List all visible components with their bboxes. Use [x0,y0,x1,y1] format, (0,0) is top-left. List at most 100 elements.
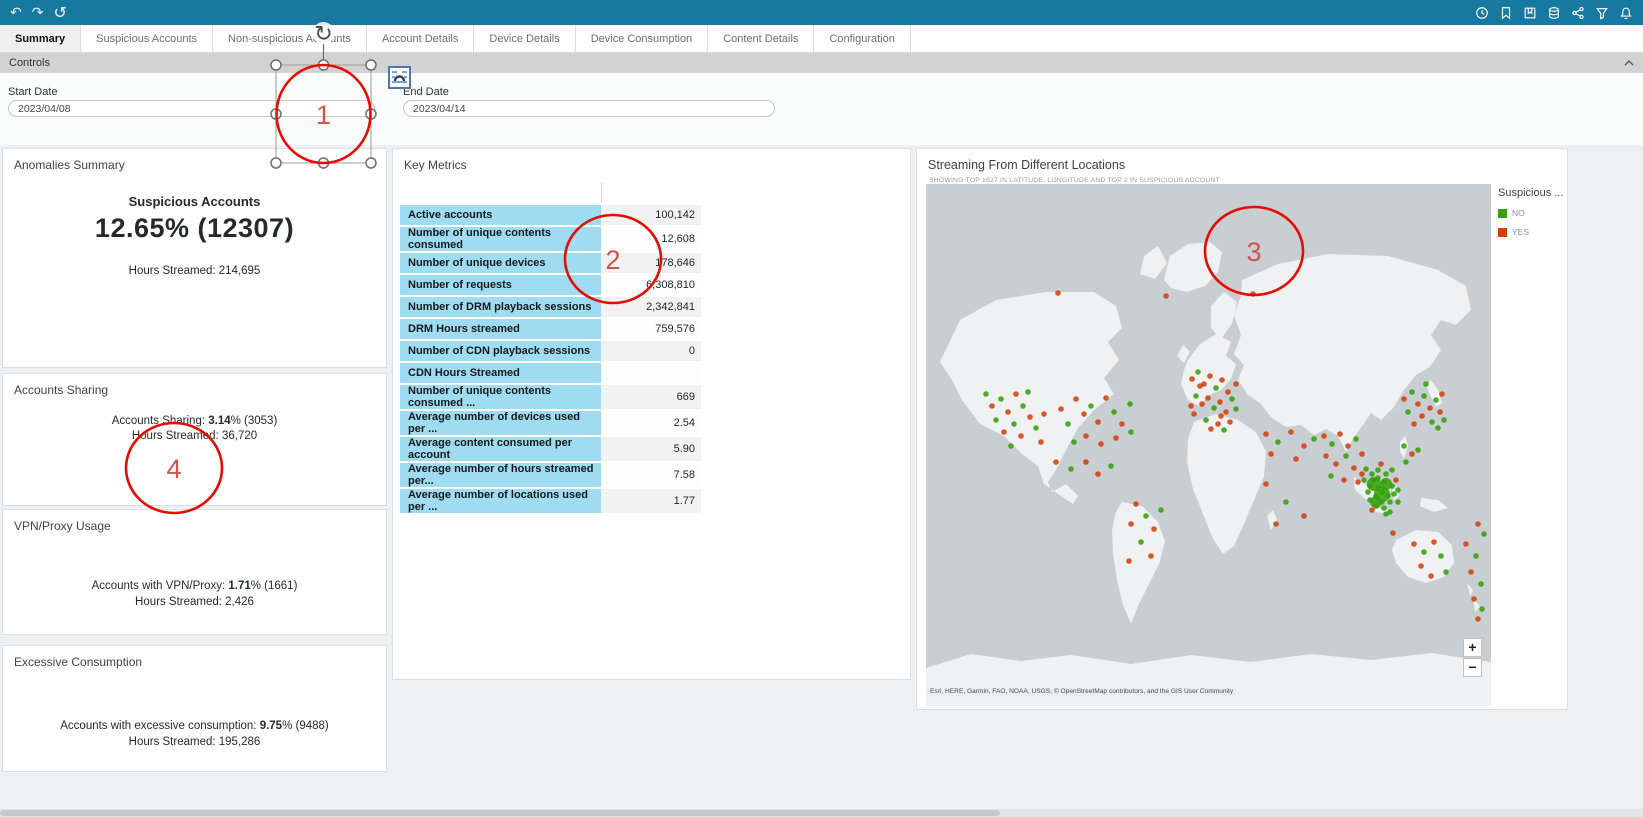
suspicious-accounts-heading: Suspicious Accounts [128,194,261,209]
map-point [1081,411,1087,417]
map-point [1288,429,1294,435]
map-point [1385,493,1391,499]
tab-suspicious-accounts[interactable]: Suspicious Accounts [81,25,214,52]
share-icon[interactable] [1571,6,1585,20]
map-point [1341,477,1347,483]
controls-title: Controls [9,57,50,69]
tab-non-suspicious-accounts[interactable]: Non-suspicious Accounts [213,25,367,52]
dataset-icon[interactable] [1547,6,1561,20]
map-point [1415,447,1421,453]
map-point [1018,433,1024,439]
map-point [1208,426,1214,432]
map-point [1127,401,1133,407]
reset-icon[interactable]: ↺ [53,2,67,22]
insert-visual-icon[interactable] [388,66,411,89]
bookmark-save-icon[interactable] [1523,6,1537,20]
legend-item-no[interactable]: NO [1498,208,1566,218]
map-point [1441,417,1447,423]
history-icon[interactable] [1475,6,1489,20]
metric-value: 178,646 [601,253,701,273]
map-point [1095,471,1101,477]
map-point [1215,421,1221,427]
metric-row: Number of unique contents consumed ... 66… [400,385,701,409]
map-point [1293,456,1299,462]
tab-configuration[interactable]: Configuration [814,25,911,52]
metric-value: 2,342,841 [601,297,701,317]
map-point [1268,451,1274,457]
map-point [1263,431,1269,437]
metric-label: Average number of devices used per ... [400,411,601,435]
panel-title: Excessive Consumption [14,655,143,669]
scrollbar-thumb[interactable] [0,810,1000,816]
topbar-left-icons: ↶ ↷ ↺ [10,2,67,22]
map-point [1379,489,1385,495]
tab-content-details[interactable]: Content Details [708,25,815,52]
legend-no-label: NO [1512,208,1525,218]
map-point [1025,389,1031,395]
map-point [1363,466,1369,472]
map-point [1343,453,1349,459]
map-zoom-out-button[interactable]: − [1463,658,1482,677]
map-point [1373,503,1379,509]
start-date-label: Start Date [8,86,58,98]
legend-no-swatch [1498,208,1507,218]
metric-value: 669 [601,385,701,409]
tab-account-details[interactable]: Account Details [367,25,475,52]
map-point [1133,501,1139,507]
controls-header[interactable]: Controls [0,53,1643,73]
map-point [1225,389,1231,395]
map-point [1329,441,1335,447]
map-point [1419,413,1425,419]
world-map[interactable]: + − Esri, HERE, Garmin, FAO, NOAA, USGS,… [926,184,1491,706]
notifications-icon[interactable] [1619,6,1633,20]
map-point [1337,431,1343,437]
map-legend: Suspicious ... NO YES [1498,187,1566,237]
end-date-input[interactable] [403,100,775,117]
map-point [1138,539,1144,545]
metric-label: Active accounts [400,205,601,225]
map-point [1108,463,1114,469]
redo-icon[interactable]: ↷ [31,4,44,21]
map-point [1020,403,1026,409]
undo-icon[interactable]: ↶ [10,4,22,21]
map-point [1418,563,1424,569]
legend-item-yes[interactable]: YES [1498,227,1566,237]
map-point [1301,513,1307,519]
map-point [1471,596,1477,602]
filter-icon[interactable] [1595,6,1609,20]
map-point [1191,411,1197,417]
map-attribution: Esri, HERE, Garmin, FAO, NOAA, USGS, © O… [926,687,1238,696]
map-point [1370,496,1382,508]
bookmark-icon[interactable] [1499,6,1513,20]
chevron-up-icon[interactable] [1624,60,1634,66]
map-point [1111,409,1117,415]
map-zoom-in-button[interactable]: + [1463,638,1482,657]
map-point [1367,497,1373,503]
vpn-proxy-panel: VPN/Proxy Usage Accounts with VPN/Proxy:… [2,509,387,635]
map-point [1475,616,1481,622]
map-point [1428,573,1434,579]
map-point [1389,483,1395,489]
map-point [1189,376,1195,382]
excessive-consumption-panel: Excessive Consumption Accounts with exce… [2,645,387,772]
map-point [1375,467,1381,473]
tab-device-consumption[interactable]: Device Consumption [576,25,709,52]
metric-value: 100,142 [601,205,701,225]
hours-streamed-line: Hours Streamed: 195,286 [128,736,261,748]
suspicious-accounts-value: 12.65% (12307) [94,213,295,243]
metric-row: Average number of locations used per ...… [400,489,701,513]
map-point [1391,491,1397,497]
map-point [1311,436,1317,442]
map-point [1395,487,1401,493]
controls-body: Start Date End Date [0,73,1643,145]
horizontal-scrollbar[interactable] [0,809,1643,817]
map-point [1409,389,1415,395]
hours-streamed-line: Hours Streamed: 2,426 [135,596,254,608]
tab-device-details[interactable]: Device Details [474,25,576,52]
panel-title: Accounts Sharing [14,383,109,397]
metric-row: Average content consumed per account 5.90 [400,437,701,461]
metric-label: Average number of locations used per ... [400,489,601,513]
map-point [1369,471,1375,477]
tab-summary[interactable]: Summary [0,25,82,52]
start-date-input[interactable] [8,100,375,117]
